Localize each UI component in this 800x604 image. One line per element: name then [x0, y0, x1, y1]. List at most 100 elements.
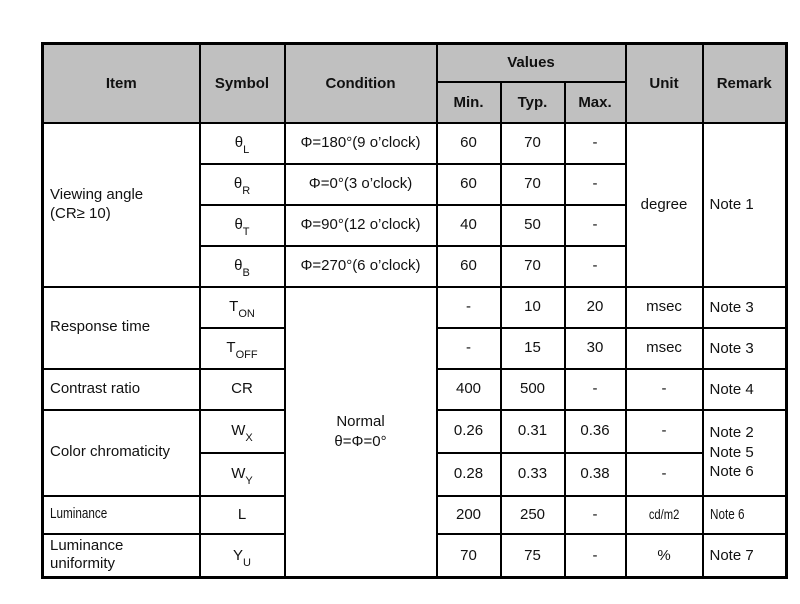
symbol-subscript: U — [243, 556, 251, 569]
unit-dash: - — [624, 367, 704, 411]
header-unit: Unit — [624, 42, 704, 124]
symbol-base: θ — [234, 134, 244, 152]
symbol-base: T — [229, 298, 239, 316]
typ-cell: 75 — [499, 532, 566, 579]
remark-note1: Note 1 — [701, 121, 788, 288]
symbol-l: L — [198, 494, 286, 535]
max-cell: - — [563, 121, 627, 165]
header-condition: Condition — [283, 42, 438, 124]
condition-cell: Φ=180°(9 o’clock) — [283, 121, 438, 165]
min-cell: 200 — [435, 494, 502, 535]
optical-spec-table: Item Symbol Condition Values Unit Remark… — [41, 42, 788, 579]
item-luminance-uniformity: Luminance uniformity — [41, 532, 201, 579]
header-values: Values — [435, 42, 627, 83]
condition-cell: Φ=90°(12 o’clock) — [283, 203, 438, 247]
typ-cell: 250 — [499, 494, 566, 535]
symbol-base: θ — [234, 257, 243, 275]
max-cell: - — [563, 162, 627, 206]
max-cell: 0.38 — [563, 451, 627, 497]
typ-cell: 70 — [499, 244, 566, 288]
remark-note6: Note 6 — [701, 494, 788, 535]
min-cell: 400 — [435, 367, 502, 411]
symbol-base: W — [231, 465, 246, 483]
symbol-subscript: Y — [245, 475, 253, 488]
item-viewing-angle: Viewing angle (CR≥ 10) — [41, 121, 201, 288]
header-remark: Remark — [701, 42, 788, 124]
remark-notes-2-5-6: Note 2 Note 5 Note 6 — [701, 408, 788, 497]
min-cell: - — [435, 285, 502, 329]
max-cell: - — [563, 244, 627, 288]
min-cell: 0.26 — [435, 408, 502, 454]
max-cell: 30 — [563, 326, 627, 370]
typ-cell: 70 — [499, 162, 566, 206]
unit-degree: degree — [624, 121, 704, 288]
item-color-chromaticity: Color chromaticity — [41, 408, 201, 497]
typ-cell: 10 — [499, 285, 566, 329]
item-response-time: Response time — [41, 285, 201, 370]
table-row: Color chromaticity WX 0.26 0.31 0.36 - N… — [41, 408, 788, 497]
remark-note4: Note 4 — [701, 367, 788, 411]
typ-cell: 500 — [499, 367, 566, 411]
typ-cell: 50 — [499, 203, 566, 247]
remark-note3: Note 3 — [701, 285, 788, 329]
symbol-subscript: T — [242, 226, 250, 239]
table-row: TOFF - 15 30 msec Note 3 — [43, 326, 788, 370]
table-row: Viewing angle (CR≥ 10) θL Φ=180°(9 o’clo… — [41, 121, 788, 288]
condition-cell: Φ=270°(6 o’clock) — [283, 244, 438, 288]
remark-text: Note 6 — [709, 506, 744, 523]
typ-cell: 70 — [499, 121, 566, 165]
symbol-base: L — [237, 505, 247, 523]
min-cell: 60 — [435, 244, 502, 288]
symbol-base: W — [231, 422, 246, 440]
symbol-theta-t: θT — [198, 203, 286, 247]
typ-cell: 0.31 — [499, 408, 566, 454]
symbol-subscript: X — [245, 432, 253, 445]
symbol-base: θ — [234, 216, 243, 234]
condition-normal: Normal θ=Φ=0° — [283, 285, 438, 579]
table-row: θR Φ=0°(3 o’clock) 60 70 - — [43, 162, 787, 206]
max-cell: 20 — [563, 285, 627, 329]
min-cell: 60 — [435, 121, 502, 165]
symbol-t-off: TOFF — [198, 326, 286, 370]
symbol-base: CR — [231, 380, 253, 398]
min-cell: 70 — [435, 532, 502, 579]
max-cell: - — [563, 532, 627, 579]
symbol-subscript: L — [243, 144, 250, 157]
unit-cd-m2: cd/m2 — [624, 494, 704, 535]
remark-text: Note 2 Note 5 Note 6 — [709, 424, 754, 481]
symbol-wx: WX — [198, 408, 286, 454]
table-header-row-2: Min. Typ. Max. — [43, 80, 787, 124]
symbol-t-on: TON — [198, 285, 286, 329]
table-row: θB Φ=270°(6 o’clock) 60 70 - — [43, 244, 787, 288]
header-item: Item — [41, 42, 201, 124]
typ-cell: 15 — [499, 326, 566, 370]
table-row: θT Φ=90°(12 o’clock) 40 50 - — [43, 203, 787, 247]
symbol-subscript: R — [242, 185, 251, 198]
table-row: Luminance L 200 250 - cd/m2 Note 6 — [41, 494, 788, 535]
symbol-base: T — [226, 339, 236, 357]
item-luminance: Luminance — [41, 494, 201, 535]
symbol-base: Y — [233, 546, 244, 564]
max-cell: - — [563, 494, 627, 535]
header-max: Max. — [563, 80, 627, 124]
item-text: Luminance — [50, 505, 108, 523]
min-cell: 0.28 — [435, 451, 502, 497]
symbol-wy: WY — [198, 451, 286, 497]
header-min: Min. — [435, 80, 502, 124]
min-cell: 40 — [435, 203, 502, 247]
table-row: Response time TON Normal θ=Φ=0° - 10 20 … — [41, 285, 788, 579]
header-typ: Typ. — [499, 80, 566, 124]
unit-msec: msec — [624, 285, 704, 329]
min-cell: 60 — [435, 162, 502, 206]
table-header-row-1: Item Symbol Condition Values Unit Remark — [41, 42, 788, 124]
symbol-subscript: B — [242, 267, 250, 280]
min-cell: - — [435, 326, 502, 370]
typ-cell: 0.33 — [499, 451, 566, 497]
header-symbol: Symbol — [198, 42, 286, 124]
unit-text: cd/m2 — [648, 505, 680, 522]
table-row: WY 0.28 0.33 0.38 - — [43, 451, 787, 497]
condition-cell: Φ=0°(3 o’clock) — [283, 162, 438, 206]
max-cell: - — [563, 367, 627, 411]
symbol-subscript: ON — [238, 308, 255, 321]
